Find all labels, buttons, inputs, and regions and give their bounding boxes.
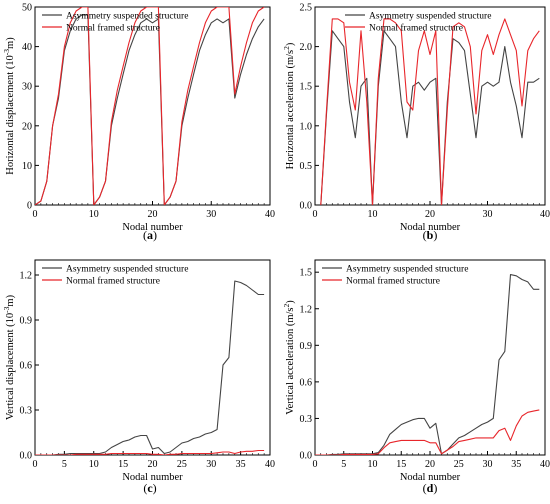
chart-c: 0 5 10 15 20 25 30 35 40 0.0 0.3 0.6 0.9 1.2 Nodal num… — [2, 259, 275, 495]
y-tick-label: 1.2 — [300, 304, 313, 315]
x-tick-label: 35 — [511, 459, 521, 470]
panel-caption: (b) — [423, 228, 438, 242]
y-tick-label: 0.0 — [300, 201, 313, 212]
y-tick-label: 10 — [22, 161, 32, 172]
x-tick-label: 0 — [313, 209, 318, 220]
y-tick-label: 0.0 — [300, 451, 313, 462]
x-tick-label: 30 — [483, 209, 493, 220]
series-line-normal-framed — [35, 7, 265, 205]
plot-frame — [314, 6, 546, 206]
y-tick-label: 0.6 — [20, 361, 33, 372]
x-tick-label: 20 — [148, 459, 158, 470]
series-line-asymmetry-suspended — [35, 280, 265, 455]
x-tick-label: 10 — [368, 459, 378, 470]
x-tick-label: 0 — [313, 459, 318, 470]
y-tick-label: 1.5 — [300, 82, 313, 93]
series-line-asymmetry-suspended — [320, 30, 540, 205]
x-axis-label: Nodal number — [122, 222, 183, 233]
legend-label: Asymmetry suspended structure — [66, 265, 188, 275]
y-tick-label: 0.3 — [20, 406, 33, 417]
x-tick-label: 10 — [89, 459, 99, 470]
y-tick-label: 0.9 — [300, 341, 313, 352]
x-tick-label: 30 — [206, 209, 216, 220]
x-tick-label: 15 — [396, 459, 406, 470]
y-axis-label: Horizontal displacement (10-3m) — [2, 37, 17, 175]
y-axis-label: Vertical acceleration (m/s2) — [282, 300, 297, 415]
y-tick-label: 30 — [22, 82, 32, 93]
x-tick-label: 20 — [425, 459, 435, 470]
chart-a: 0 10 20 30 40 0 10 20 30 40 50 Nodal number Horizont… — [2, 3, 276, 243]
y-tick-label: 0.3 — [300, 414, 313, 425]
x-tick-label: 25 — [177, 459, 187, 470]
x-tick-label: 40 — [540, 209, 550, 220]
panel-caption: (d) — [423, 481, 438, 495]
legend-label: Normal framed structure — [66, 276, 160, 287]
y-tick-label: 0 — [27, 201, 32, 212]
x-tick-label: 5 — [341, 459, 346, 470]
x-tick-label: 0 — [33, 209, 38, 220]
series-line-normal-framed — [320, 18, 540, 205]
legend-label: Normal framed structure — [369, 23, 463, 34]
x-tick-label: 10 — [89, 209, 99, 220]
x-tick-label: 30 — [206, 459, 216, 470]
y-tick-label: 2.0 — [300, 42, 313, 53]
series-line-asymmetry-suspended — [35, 14, 265, 205]
y-tick-label: 2.5 — [300, 3, 313, 14]
x-tick-label: 30 — [483, 459, 493, 470]
series-line-normal-framed — [35, 449, 265, 455]
x-tick-label: 0 — [33, 459, 38, 470]
y-tick-label: 0.9 — [20, 316, 33, 327]
y-axis-label: Horizontal acceleration (m/s2) — [282, 42, 297, 169]
plot-frame — [314, 259, 546, 456]
x-tick-label: 40 — [540, 459, 550, 470]
chart-b: 0 10 20 30 40 0.0 0.5 1.0 1.5 2.0 2.5 Nodal number H… — [282, 3, 550, 243]
panel-caption: (a) — [143, 228, 157, 242]
series-line-normal-framed — [315, 409, 540, 455]
x-tick-label: 40 — [265, 209, 275, 220]
panel-caption: (c) — [143, 481, 156, 495]
legend-label: Asymmetry suspended structure — [66, 12, 188, 22]
y-tick-label: 1.5 — [300, 268, 313, 279]
x-tick-label: 15 — [118, 459, 128, 470]
x-tick-label: 25 — [454, 459, 464, 470]
y-tick-label: 0.5 — [300, 161, 313, 172]
chart-d: 0 5 10 15 20 25 30 35 40 0.0 0.3 0.6 0.9 1.2 1.5 Nodal … — [282, 259, 550, 495]
legend-label: Normal framed structure — [66, 23, 160, 34]
x-axis-label: Nodal number — [400, 222, 461, 233]
x-axis-label: Nodal number — [122, 472, 183, 483]
y-tick-label: 20 — [22, 121, 32, 132]
y-tick-label: 50 — [22, 3, 32, 14]
y-tick-label: 40 — [22, 42, 32, 53]
y-axis-label: Vertical displacement (10-3m) — [2, 294, 17, 420]
plot-frame — [34, 259, 271, 456]
x-tick-label: 35 — [236, 459, 246, 470]
x-tick-label: 5 — [62, 459, 67, 470]
legend-label: Normal framed structure — [346, 276, 440, 287]
x-tick-label: 10 — [368, 209, 378, 220]
legend-label: Asymmetry suspended structure — [346, 265, 468, 275]
plot-frame — [34, 6, 271, 206]
x-axis-label: Nodal number — [400, 472, 461, 483]
series-line-asymmetry-suspended — [315, 274, 540, 455]
y-tick-label: 1.2 — [20, 271, 33, 282]
x-tick-label: 20 — [425, 209, 435, 220]
y-tick-label: 0.6 — [300, 377, 313, 388]
y-tick-label: 0.0 — [20, 451, 33, 462]
x-tick-label: 20 — [148, 209, 158, 220]
y-tick-label: 1.0 — [300, 121, 313, 132]
legend-label: Asymmetry suspended structure — [369, 12, 491, 22]
x-tick-label: 40 — [265, 459, 275, 470]
